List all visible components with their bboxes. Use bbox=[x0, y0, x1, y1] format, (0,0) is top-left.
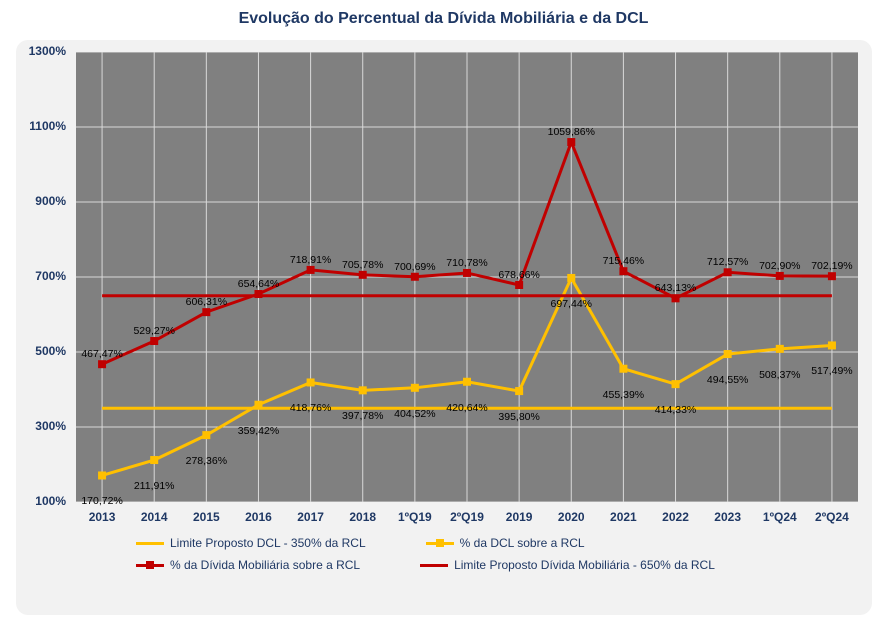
legend-marker-swatch bbox=[426, 542, 454, 545]
legend-item: Limite Proposto DCL - 350% da RCL bbox=[136, 536, 366, 550]
x-tick-label: 2ºQ24 bbox=[815, 510, 849, 524]
x-tick-label: 2014 bbox=[141, 510, 168, 524]
legend: Limite Proposto DCL - 350% da RCL % da DC… bbox=[136, 536, 715, 580]
x-tick-label: 2016 bbox=[245, 510, 272, 524]
data-label: 654,64% bbox=[238, 278, 279, 290]
data-label: 643,13% bbox=[655, 282, 696, 294]
x-tick-label: 2022 bbox=[662, 510, 689, 524]
legend-row: % da Dívida Mobiliária sobre a RCL Limite… bbox=[136, 558, 715, 572]
data-label: 211,91% bbox=[134, 480, 175, 492]
y-tick-label: 100% bbox=[16, 494, 66, 508]
data-label: 397,78% bbox=[342, 410, 383, 422]
data-label: 715,46% bbox=[603, 255, 644, 267]
data-label: 718,91% bbox=[290, 254, 331, 266]
data-label: 494,55% bbox=[707, 374, 748, 386]
data-label: 359,42% bbox=[238, 425, 279, 437]
y-tick-label: 700% bbox=[16, 269, 66, 283]
x-tick-label: 2015 bbox=[193, 510, 220, 524]
legend-line-swatch bbox=[420, 564, 448, 567]
legend-item: % da DCL sobre a RCL bbox=[426, 536, 585, 550]
x-tick-label: 2ºQ19 bbox=[450, 510, 484, 524]
data-label: 278,36% bbox=[186, 455, 227, 467]
data-label: 712,57% bbox=[707, 256, 748, 268]
data-label: 414,33% bbox=[655, 404, 696, 416]
data-label: 404,52% bbox=[394, 408, 435, 420]
y-tick-label: 1100% bbox=[16, 119, 66, 133]
data-label: 606,31% bbox=[186, 296, 227, 308]
data-label: 710,78% bbox=[446, 257, 487, 269]
x-tick-label: 2019 bbox=[506, 510, 533, 524]
plot-area bbox=[76, 52, 858, 502]
data-label: 700,69% bbox=[394, 261, 435, 273]
y-tick-label: 900% bbox=[16, 194, 66, 208]
x-tick-label: 2020 bbox=[558, 510, 585, 524]
data-label: 418,76% bbox=[290, 402, 331, 414]
y-tick-label: 1300% bbox=[16, 44, 66, 58]
data-label: 395,80% bbox=[498, 411, 539, 423]
legend-marker-swatch bbox=[136, 564, 164, 567]
x-tick-label: 2023 bbox=[714, 510, 741, 524]
data-label: 678,66% bbox=[498, 269, 539, 281]
data-label: 517,49% bbox=[811, 365, 852, 377]
data-label: 697,44% bbox=[551, 298, 592, 310]
legend-label: Limite Proposto Dívida Mobiliária - 650%… bbox=[454, 558, 715, 572]
legend-label: % da DCL sobre a RCL bbox=[460, 536, 585, 550]
legend-label: Limite Proposto DCL - 350% da RCL bbox=[170, 536, 366, 550]
data-label: 508,37% bbox=[759, 369, 800, 381]
x-tick-label: 2017 bbox=[297, 510, 324, 524]
data-label: 467,47% bbox=[81, 348, 122, 360]
data-label: 420,64% bbox=[446, 402, 487, 414]
x-tick-label: 2021 bbox=[610, 510, 637, 524]
y-tick-label: 500% bbox=[16, 344, 66, 358]
chart-frame: 100% 300% 500% 700% 900% 1100% 1300% 2013 2014 2… bbox=[16, 40, 872, 615]
x-tick-label: 2018 bbox=[349, 510, 376, 524]
data-label: 455,39% bbox=[603, 389, 644, 401]
legend-row: Limite Proposto DCL - 350% da RCL % da DC… bbox=[136, 536, 715, 550]
x-tick-label: 2013 bbox=[89, 510, 116, 524]
legend-label: % da Dívida Mobiliária sobre a RCL bbox=[170, 558, 360, 572]
y-tick-label: 300% bbox=[16, 419, 66, 433]
data-label: 1059,86% bbox=[548, 126, 595, 138]
legend-item: % da Dívida Mobiliária sobre a RCL bbox=[136, 558, 360, 572]
legend-item: Limite Proposto Dívida Mobiliária - 650%… bbox=[420, 558, 715, 572]
data-label: 702,19% bbox=[811, 260, 852, 272]
data-label: 705,78% bbox=[342, 259, 383, 271]
data-label: 702,90% bbox=[759, 260, 800, 272]
data-label: 529,27% bbox=[133, 325, 174, 337]
x-tick-label: 1ºQ19 bbox=[398, 510, 432, 524]
chart-title: Evolução do Percentual da Dívida Mobiliá… bbox=[0, 0, 887, 28]
x-tick-label: 1ºQ24 bbox=[763, 510, 797, 524]
chart-container: Evolução do Percentual da Dívida Mobiliá… bbox=[0, 0, 887, 631]
legend-line-swatch bbox=[136, 542, 164, 545]
data-label: 170,72% bbox=[81, 495, 122, 507]
